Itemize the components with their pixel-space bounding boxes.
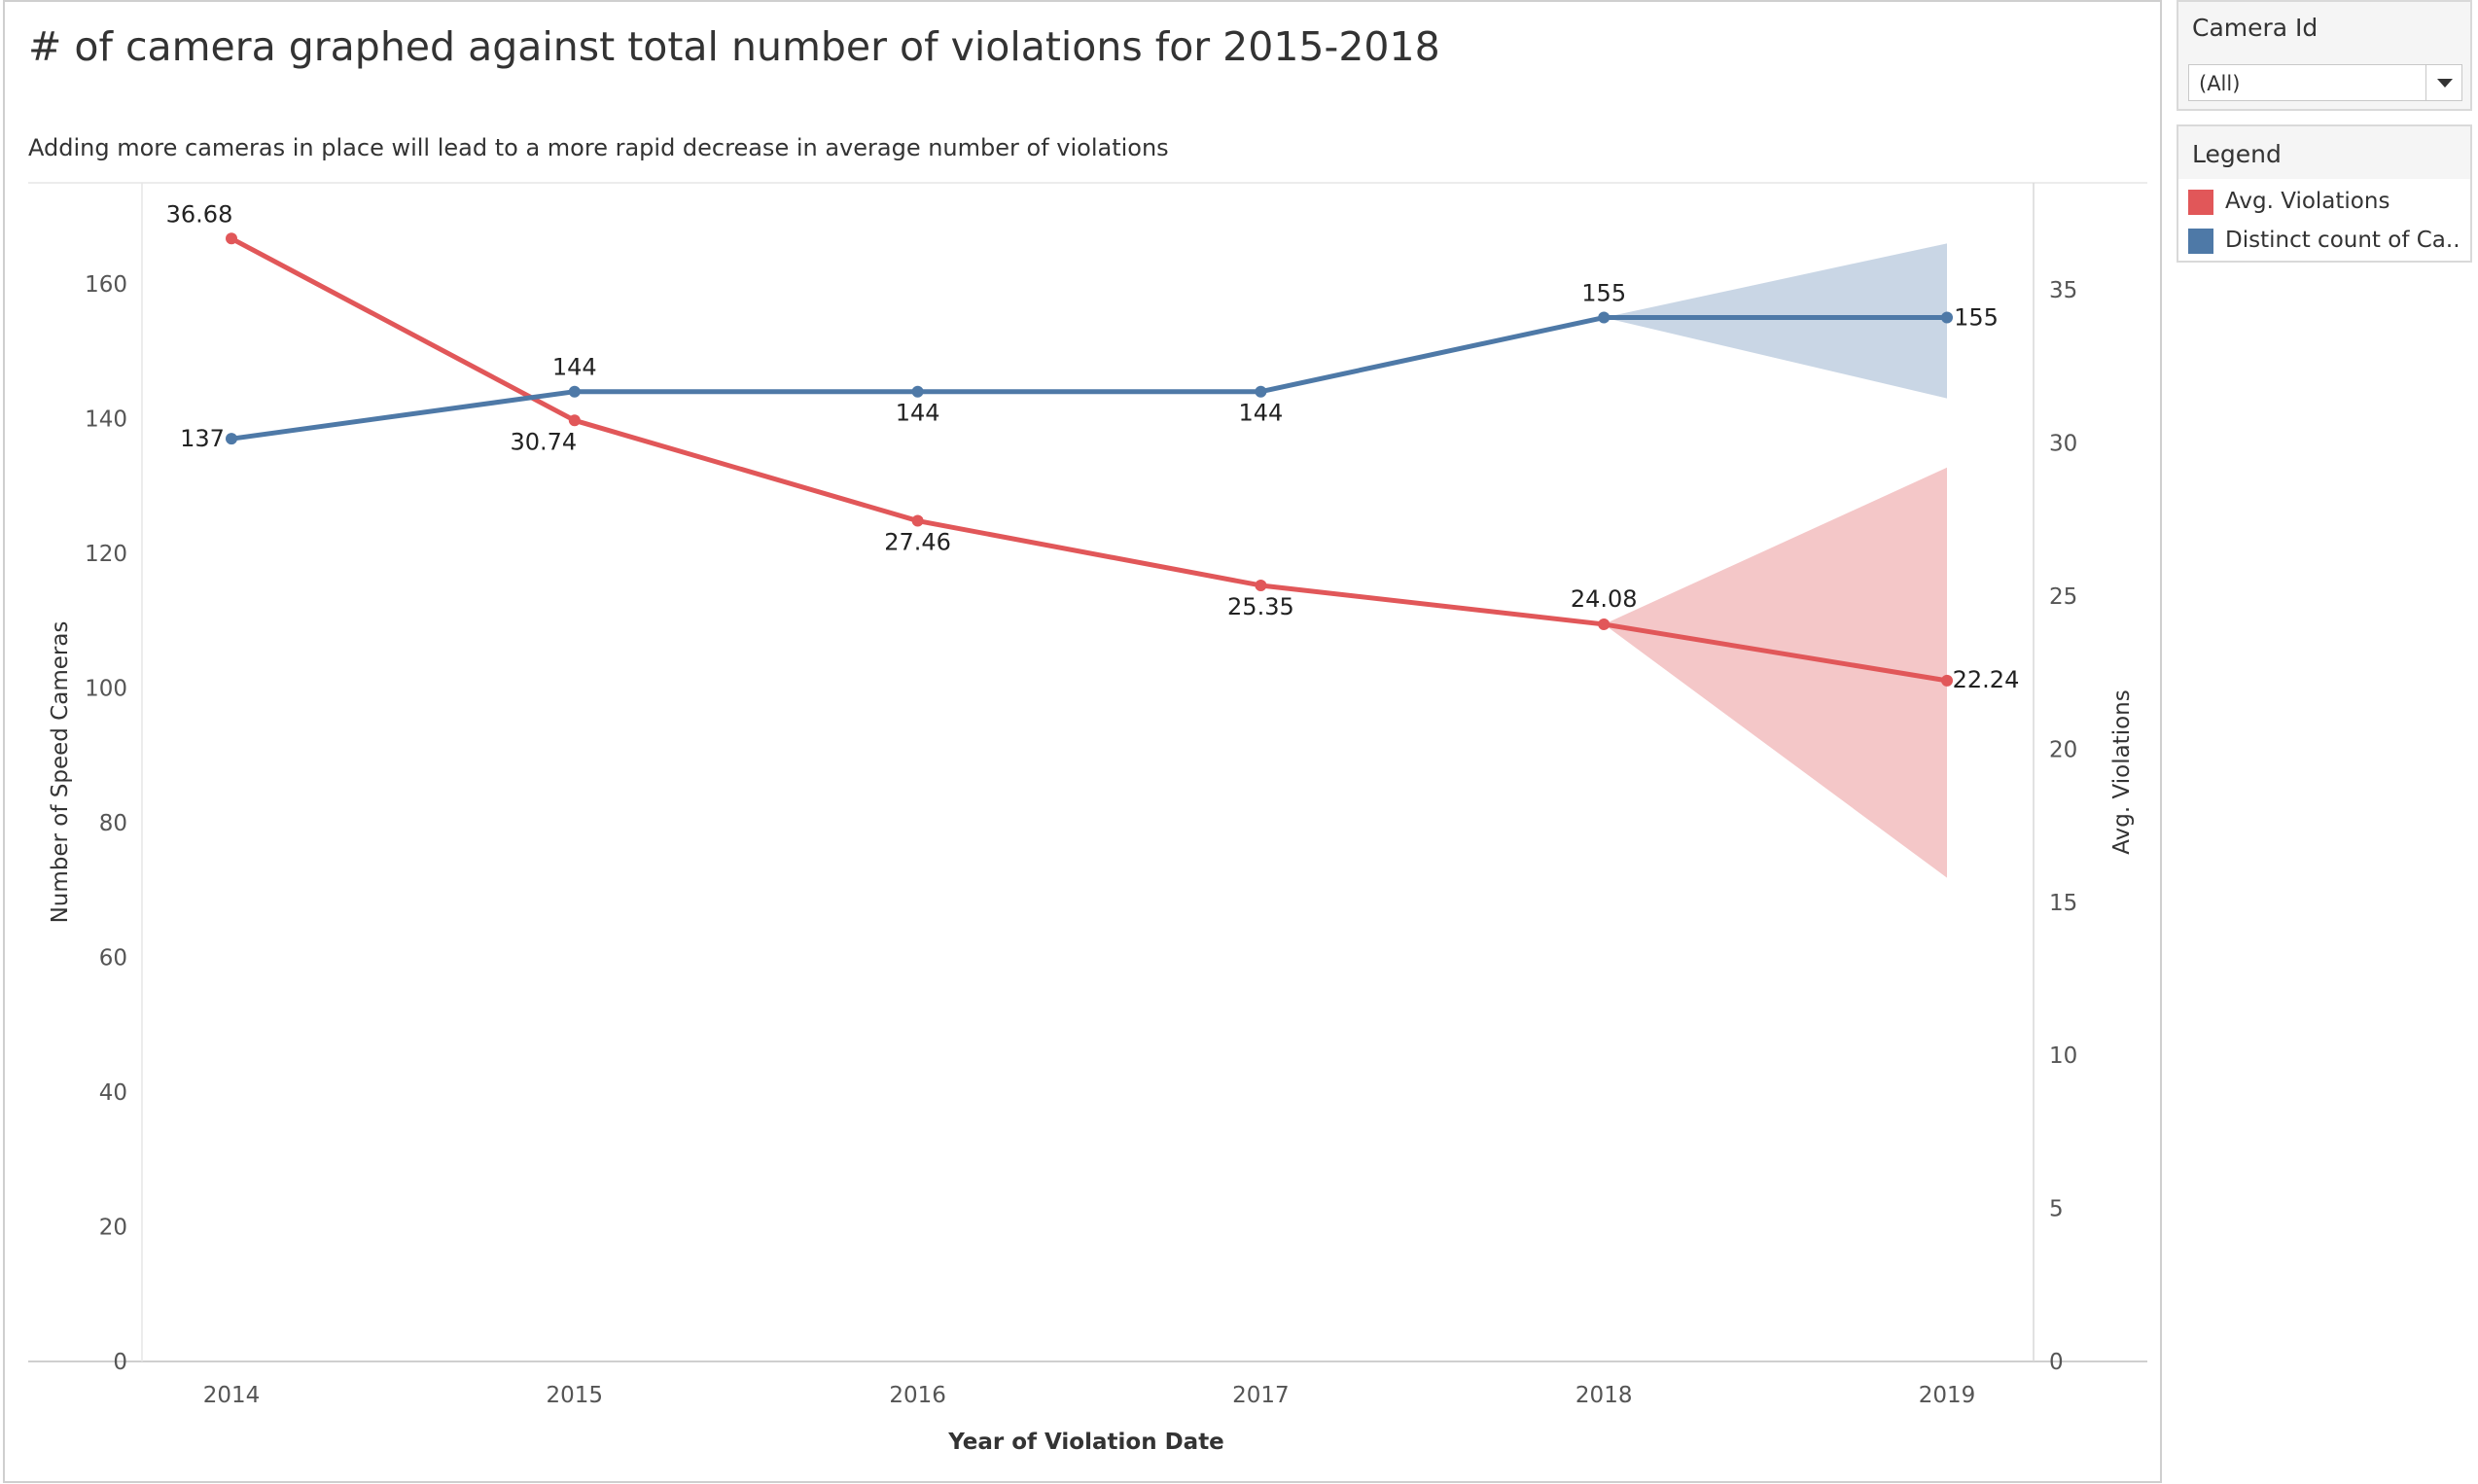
worksheet-panel: # of camera graphed against total number… bbox=[3, 0, 2162, 1483]
y-left-tick-label: 0 bbox=[113, 1350, 127, 1375]
legend-label: Avg. Violations bbox=[2225, 189, 2390, 214]
series-line-camera-count bbox=[230, 315, 1947, 442]
x-tick-label: 2018 bbox=[1575, 1383, 1633, 1408]
legend-title: Legend bbox=[2192, 140, 2282, 168]
data-label: 36.68 bbox=[166, 200, 233, 228]
data-label: 22.24 bbox=[1953, 666, 2020, 693]
data-point-avg-violations bbox=[1598, 618, 1611, 630]
data-point-camera-count bbox=[568, 385, 581, 398]
chart-caption: Adding more cameras in place will lead t… bbox=[28, 134, 1169, 161]
legend-swatch-red bbox=[2188, 190, 2213, 215]
y-right-tick-label: 30 bbox=[2049, 432, 2077, 457]
camera-id-dropdown[interactable]: (All) bbox=[2188, 64, 2462, 101]
data-point-camera-count bbox=[1255, 385, 1267, 398]
data-point-avg-violations bbox=[1941, 674, 1953, 687]
data-point-avg-violations bbox=[911, 514, 924, 527]
legend-header bbox=[2178, 126, 2470, 179]
y-left-tick-label: 60 bbox=[99, 945, 127, 971]
data-label: 144 bbox=[896, 400, 940, 427]
line-chart[interactable]: 0 20 40 60 80 100 120 140 160 0 5 10 15 20 25 30 35 2014 2… bbox=[5, 2, 2160, 1481]
data-point-camera-count bbox=[1941, 311, 1953, 324]
data-label: 137 bbox=[180, 425, 225, 452]
y-right-tick-label: 20 bbox=[2049, 737, 2077, 762]
chevron-down-icon[interactable] bbox=[2437, 79, 2453, 88]
data-point-avg-violations bbox=[226, 232, 237, 245]
data-point-camera-count bbox=[226, 433, 237, 445]
data-point-camera-count bbox=[911, 385, 924, 398]
series-line-avg-violations bbox=[230, 236, 1948, 684]
y-left-tick-label: 100 bbox=[85, 676, 127, 701]
y-right-tick-label: 15 bbox=[2049, 891, 2077, 916]
x-tick-label: 2019 bbox=[1919, 1383, 1976, 1408]
data-label: 30.74 bbox=[510, 428, 577, 455]
legend-panel: Legend Avg. Violations Distinct count of… bbox=[2177, 124, 2472, 263]
data-label: 144 bbox=[552, 354, 597, 381]
data-point-avg-violations bbox=[568, 414, 581, 427]
dropdown-divider bbox=[2425, 65, 2426, 100]
y-left-tick-label: 20 bbox=[99, 1215, 127, 1240]
y-right-tick-label: 0 bbox=[2049, 1350, 2064, 1375]
data-label: 155 bbox=[1954, 304, 1999, 332]
y-left-axis-title: Number of Speed Cameras bbox=[48, 621, 73, 924]
y-left-tick-label: 140 bbox=[85, 406, 127, 432]
data-point-avg-violations bbox=[1255, 579, 1267, 591]
legend-label: Distinct count of Ca.. bbox=[2225, 228, 2460, 253]
forecast-band-camera-count bbox=[1604, 243, 1947, 399]
data-point-camera-count bbox=[1598, 311, 1611, 324]
y-left-tick-label: 80 bbox=[99, 811, 127, 836]
y-left-tick-label: 120 bbox=[85, 542, 127, 567]
filter-label: Camera Id bbox=[2192, 14, 2319, 42]
x-tick-label: 2015 bbox=[547, 1383, 604, 1408]
forecast-band-avg-violations bbox=[1604, 467, 1947, 878]
y-left-tick-label: 40 bbox=[99, 1080, 127, 1106]
dropdown-value: (All) bbox=[2199, 72, 2241, 95]
data-label: 155 bbox=[1581, 280, 1626, 307]
x-axis-title: Year of Violation Date bbox=[947, 1430, 1224, 1455]
data-label: 27.46 bbox=[884, 529, 951, 556]
camera-id-filter: Camera Id (All) bbox=[2177, 0, 2472, 111]
data-label: 25.35 bbox=[1227, 593, 1294, 620]
data-label: 24.08 bbox=[1571, 585, 1638, 613]
y-left-tick-label: 160 bbox=[85, 272, 127, 298]
y-right-axis-title: Avg. Violations bbox=[2109, 689, 2135, 854]
x-tick-label: 2017 bbox=[1232, 1383, 1290, 1408]
chart-title: # of camera graphed against total number… bbox=[28, 23, 1440, 70]
x-tick-label: 2016 bbox=[889, 1383, 946, 1408]
legend-swatch-blue bbox=[2188, 229, 2213, 254]
y-right-tick-label: 25 bbox=[2049, 584, 2077, 610]
data-label: 144 bbox=[1238, 400, 1283, 427]
x-tick-label: 2014 bbox=[203, 1383, 261, 1408]
y-right-tick-label: 10 bbox=[2049, 1043, 2077, 1069]
y-right-tick-label: 35 bbox=[2049, 278, 2077, 303]
y-right-tick-label: 5 bbox=[2049, 1197, 2064, 1222]
